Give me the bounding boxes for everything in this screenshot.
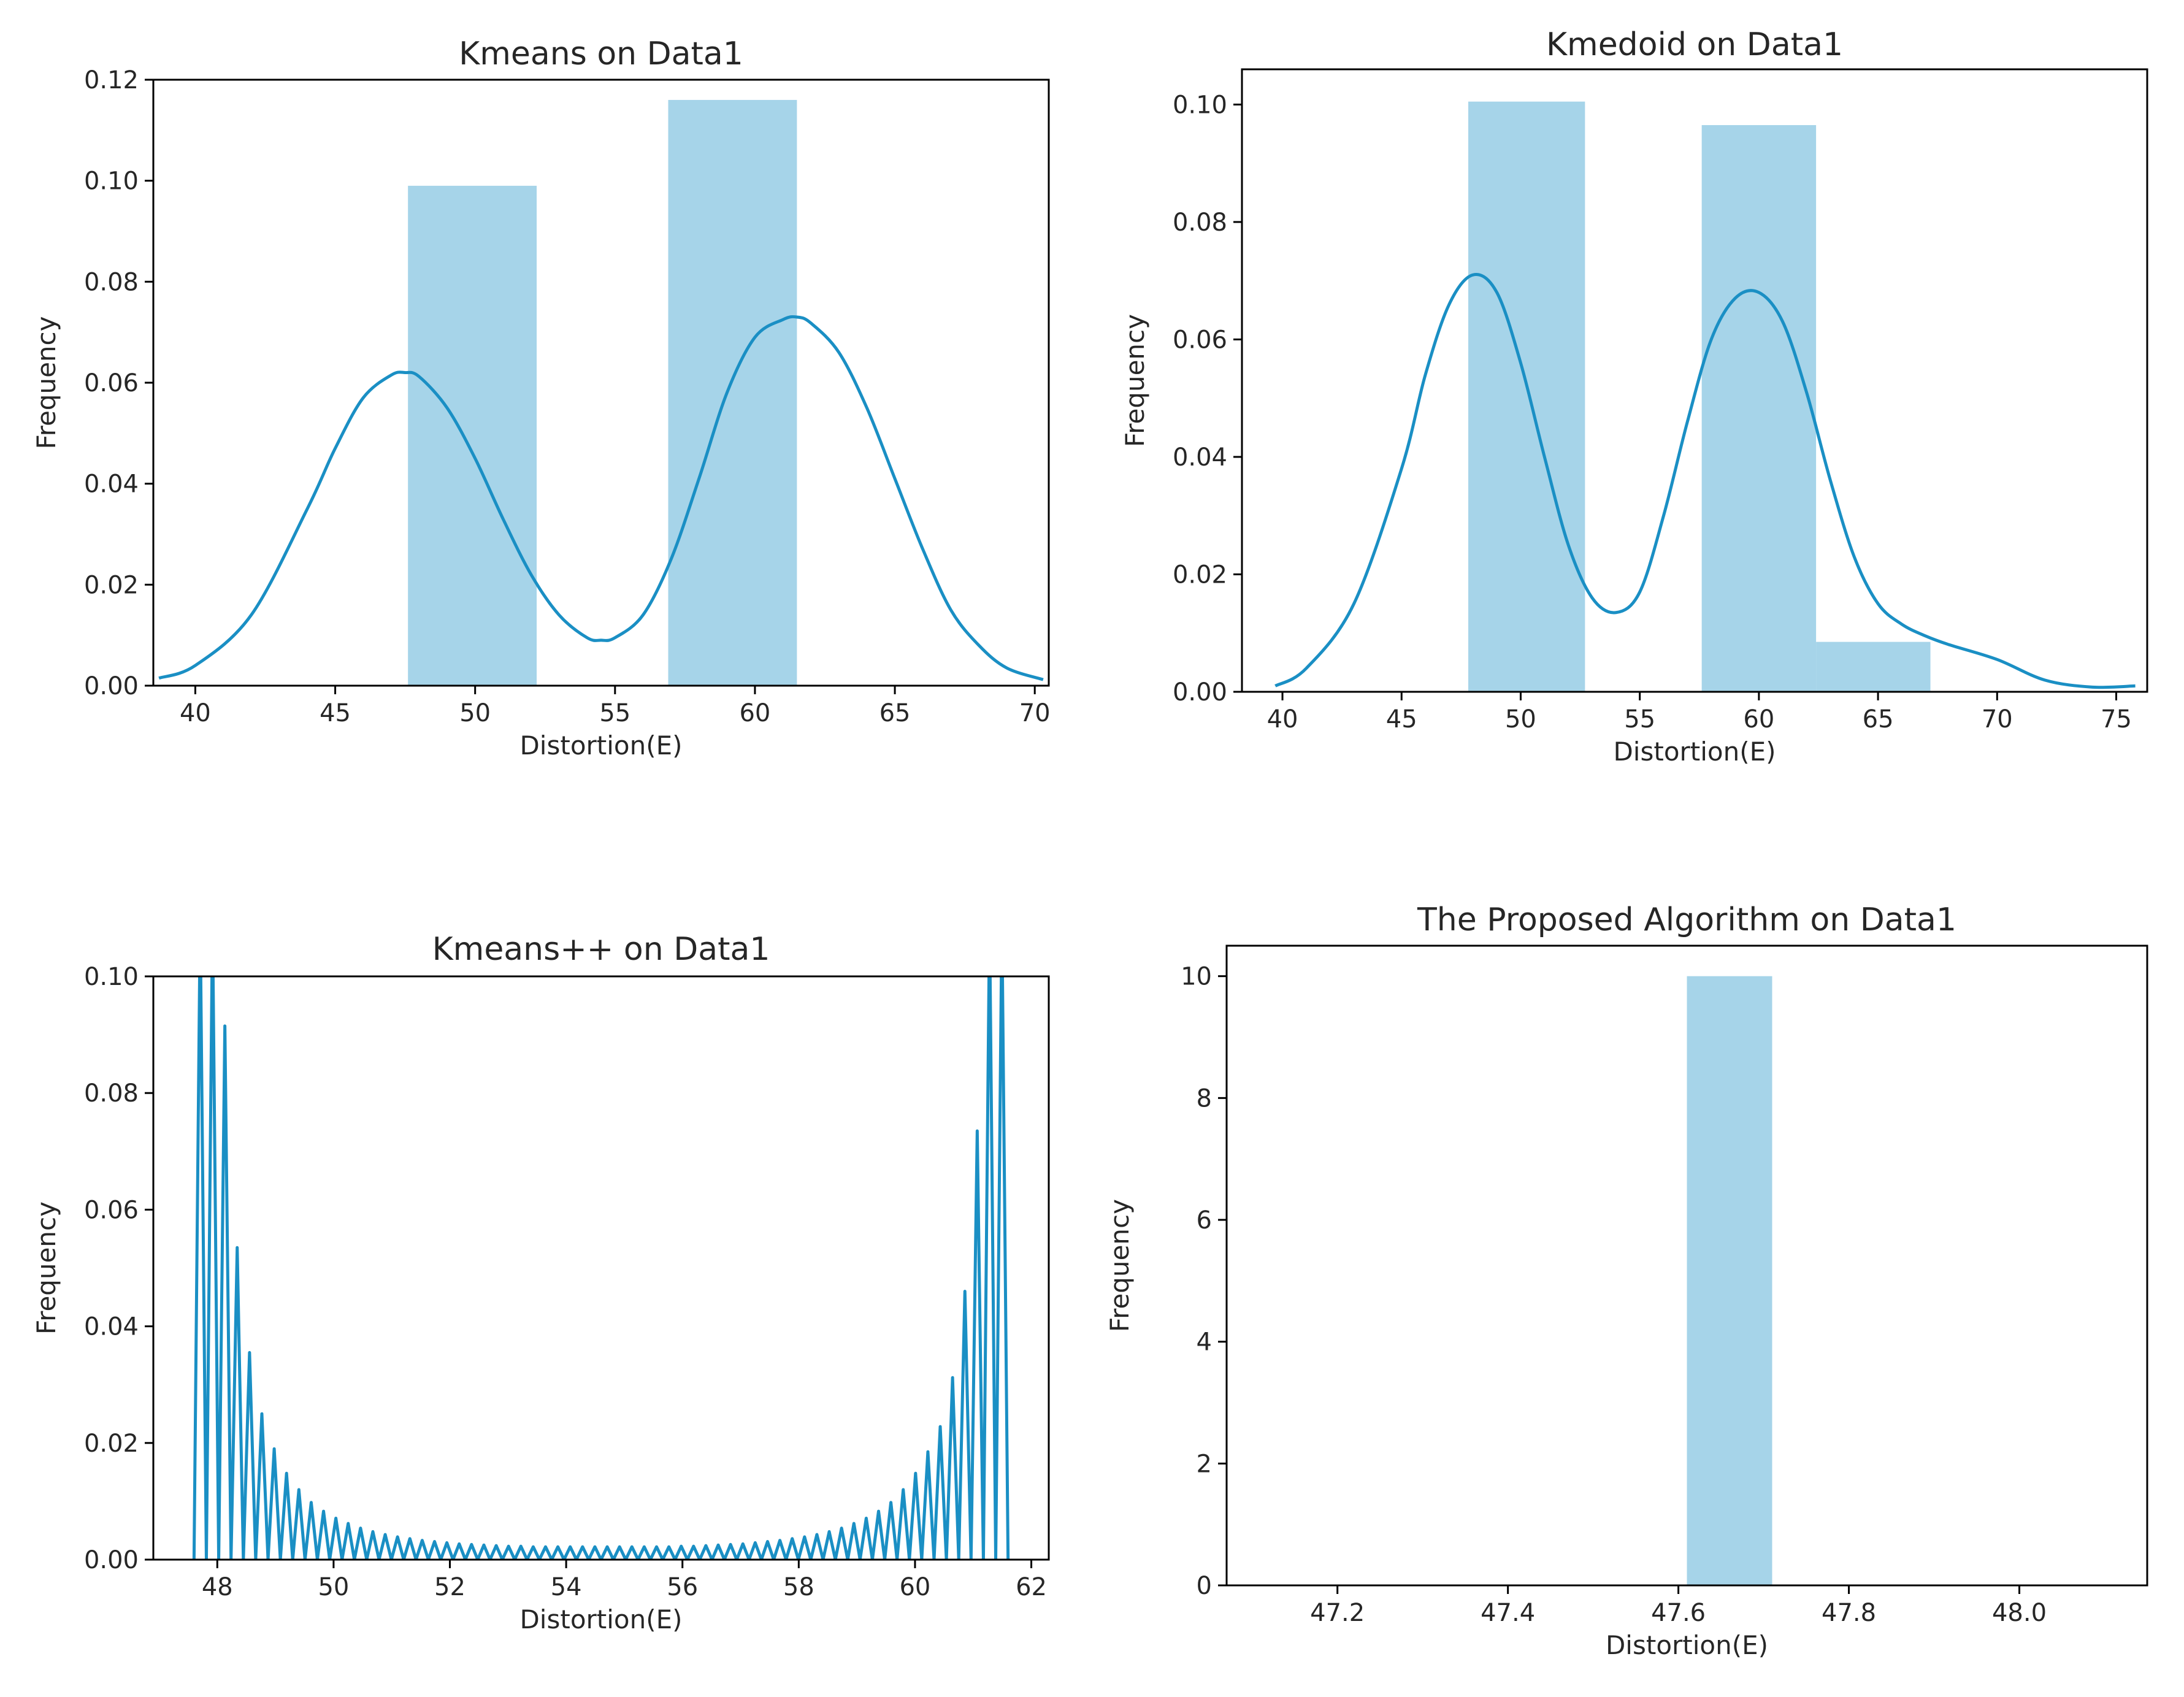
x-tick-label: 65 bbox=[1863, 705, 1894, 734]
y-tick-label: 2 bbox=[1197, 1450, 1212, 1478]
chart-kmeans-plus-plus: 48 50 52 54 56 58 60 62 0.00 0.02 0.04 0.06 0.08 0.10… bbox=[31, 931, 1050, 1634]
y-tick-label: 0.02 bbox=[1173, 561, 1227, 589]
y-tick-label: 0 bbox=[1197, 1572, 1212, 1600]
y-tick-label: 4 bbox=[1197, 1328, 1212, 1357]
x-tick-label: 60 bbox=[1743, 705, 1774, 734]
y-tick-label: 0.10 bbox=[84, 167, 139, 196]
histogram-bar bbox=[1816, 642, 1931, 692]
x-tick-label: 54 bbox=[551, 1573, 582, 1601]
plot-area bbox=[1687, 976, 1772, 1585]
x-tick-label: 75 bbox=[2101, 705, 2132, 734]
y-tick-label: 0.04 bbox=[1173, 443, 1227, 472]
x-tick-label: 48 bbox=[202, 1573, 233, 1601]
axes-frame bbox=[152, 975, 1050, 1561]
x-tick-label: 70 bbox=[1019, 699, 1051, 727]
histogram-bar bbox=[1468, 101, 1585, 692]
histogram-bar bbox=[1701, 124, 1817, 692]
plot-area bbox=[1274, 101, 2136, 692]
y-tick-label: 0.08 bbox=[1173, 209, 1227, 237]
x-tick-label: 40 bbox=[180, 699, 211, 727]
y-tick-label: 0.00 bbox=[84, 1546, 139, 1574]
chart-kmeans: 40 45 50 55 60 65 70 0.00 0.02 0.04 0.06 0.08 0.10 0.… bbox=[31, 36, 1051, 760]
histogram-bar bbox=[1687, 976, 1772, 1585]
x-tick-label: 45 bbox=[1386, 705, 1417, 734]
y-axis-label: Frequency bbox=[1120, 314, 1150, 447]
axes-frame bbox=[152, 79, 1050, 687]
y-tick-label: 0.04 bbox=[84, 470, 139, 499]
x-tick-label: 50 bbox=[318, 1573, 349, 1601]
chart-title: Kmeans on Data1 bbox=[459, 36, 743, 72]
chart-proposed-algorithm: 47.2 47.4 47.6 47.8 48.0 0 2 4 6 8 10 The Proposed … bbox=[1105, 902, 2148, 1660]
y-tick-label: 0.06 bbox=[84, 369, 139, 397]
y-tick-label: 0.00 bbox=[1173, 678, 1227, 707]
x-tick-label: 55 bbox=[599, 699, 630, 727]
x-tick-label: 65 bbox=[879, 699, 911, 727]
x-tick-label: 50 bbox=[1505, 705, 1536, 734]
x-axis-label: Distortion(E) bbox=[1606, 1630, 1768, 1660]
plot-area bbox=[192, 976, 1010, 1560]
x-tick-label: 47.6 bbox=[1651, 1599, 1706, 1627]
x-tick-label: 60 bbox=[899, 1573, 930, 1601]
kde-curve bbox=[192, 976, 1010, 1560]
chart-kmedoid: 40 45 50 55 60 65 70 75 0.00 0.02 0.04 0.06 0.08 0.10… bbox=[1120, 26, 2148, 767]
x-tick-label: 55 bbox=[1624, 705, 1655, 734]
y-tick-label: 0.00 bbox=[84, 672, 139, 700]
x-axis-label: Distortion(E) bbox=[519, 1604, 682, 1634]
chart-title: The Proposed Algorithm on Data1 bbox=[1417, 902, 1956, 938]
x-axis-label: Distortion(E) bbox=[1613, 737, 1776, 767]
x-tick-label: 48.0 bbox=[1992, 1599, 2047, 1627]
x-tick-label: 40 bbox=[1267, 705, 1298, 734]
y-tick-label: 0.02 bbox=[84, 571, 139, 599]
y-tick-label: 0.08 bbox=[84, 1079, 139, 1108]
chart-title: Kmeans++ on Data1 bbox=[432, 931, 770, 968]
x-tick-label: 58 bbox=[783, 1573, 814, 1601]
x-tick-label: 60 bbox=[739, 699, 770, 727]
histogram-bar bbox=[668, 99, 797, 686]
x-tick-label: 70 bbox=[1982, 705, 2013, 734]
chart-title: Kmedoid on Data1 bbox=[1546, 26, 1843, 63]
y-tick-label: 0.10 bbox=[1173, 91, 1227, 119]
y-tick-label: 8 bbox=[1197, 1084, 1212, 1113]
y-tick-label: 0.08 bbox=[84, 268, 139, 296]
x-tick-label: 45 bbox=[320, 699, 351, 727]
kde-curve bbox=[158, 315, 1044, 681]
y-axis-label: Frequency bbox=[31, 1201, 61, 1335]
kde-curve bbox=[1274, 272, 2136, 689]
x-tick-label: 47.4 bbox=[1481, 1599, 1535, 1627]
y-tick-label: 10 bbox=[1181, 963, 1212, 991]
x-axis-label: Distortion(E) bbox=[519, 730, 682, 760]
histogram-bar bbox=[408, 185, 537, 686]
x-tick-label: 56 bbox=[667, 1573, 698, 1601]
y-axis-label: Frequency bbox=[1105, 1199, 1135, 1332]
x-tick-label: 52 bbox=[434, 1573, 466, 1601]
y-tick-label: 0.04 bbox=[84, 1313, 139, 1341]
y-tick-label: 0.10 bbox=[84, 963, 139, 991]
x-tick-label: 50 bbox=[459, 699, 491, 727]
axes-frame bbox=[1241, 68, 2148, 693]
y-tick-label: 0.12 bbox=[84, 66, 139, 94]
x-tick-label: 47.2 bbox=[1310, 1599, 1365, 1627]
plot-area bbox=[158, 99, 1044, 686]
x-tick-label: 47.8 bbox=[1822, 1599, 1876, 1627]
y-tick-label: 0.06 bbox=[1173, 326, 1227, 354]
y-axis-label: Frequency bbox=[31, 316, 61, 450]
y-tick-label: 0.02 bbox=[84, 1430, 139, 1458]
y-tick-label: 6 bbox=[1197, 1206, 1212, 1235]
axes-frame bbox=[1225, 944, 2148, 1587]
x-tick-label: 62 bbox=[1016, 1573, 1047, 1601]
y-tick-label: 0.06 bbox=[84, 1196, 139, 1224]
